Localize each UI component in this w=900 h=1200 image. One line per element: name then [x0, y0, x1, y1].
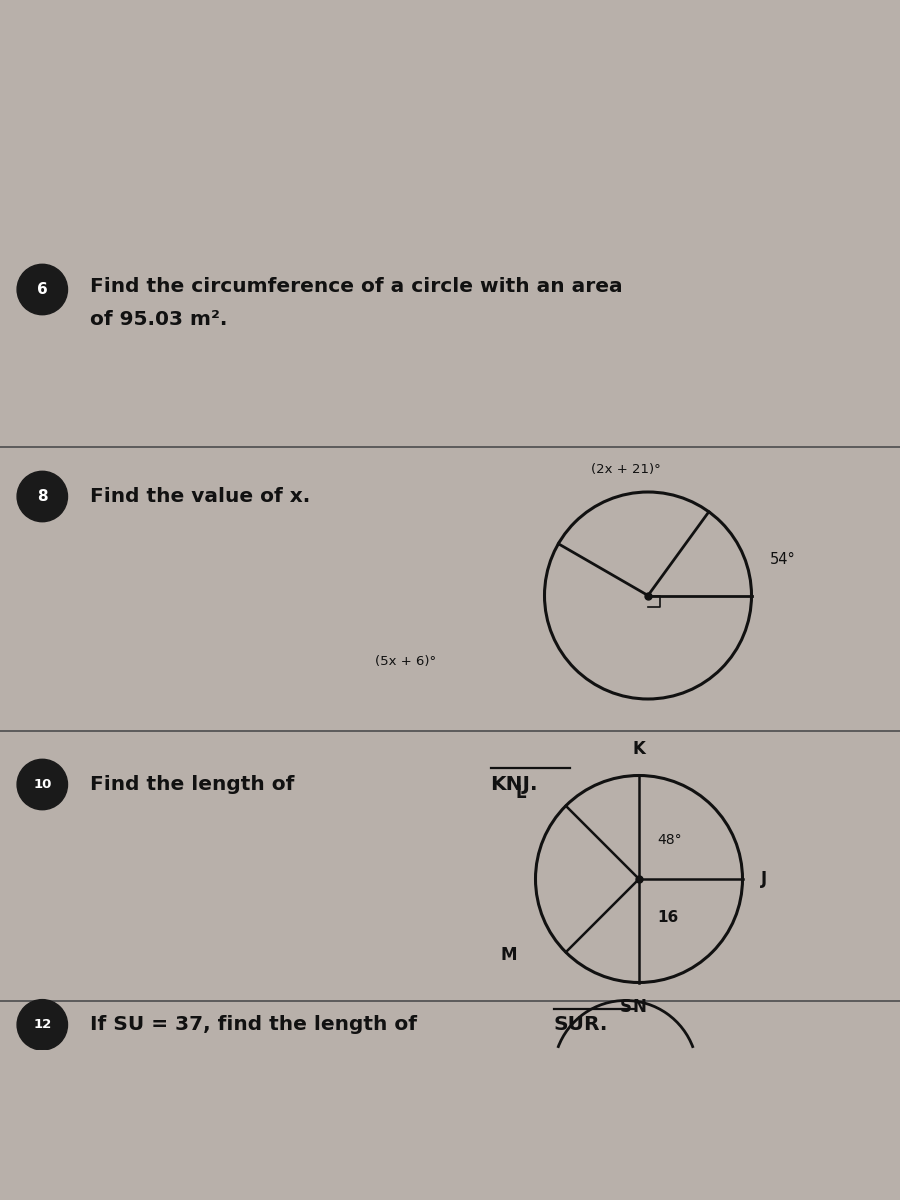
Circle shape: [17, 264, 67, 314]
Circle shape: [17, 472, 67, 522]
Text: M: M: [501, 947, 518, 965]
Text: 12: 12: [33, 1019, 51, 1031]
Circle shape: [17, 1000, 67, 1050]
Text: Find the length of: Find the length of: [90, 775, 302, 794]
Text: SUR.: SUR.: [554, 1015, 608, 1034]
Text: 48°: 48°: [657, 834, 681, 847]
Text: S: S: [619, 998, 632, 1015]
Text: of 95.03 m².: of 95.03 m².: [90, 310, 228, 329]
Text: 6: 6: [37, 282, 48, 296]
Text: (2x + 21)°: (2x + 21)°: [590, 463, 661, 475]
Text: L: L: [516, 785, 526, 803]
Text: 8: 8: [37, 490, 48, 504]
Text: 54°: 54°: [770, 552, 796, 566]
Text: N: N: [632, 998, 646, 1015]
Text: 10: 10: [33, 778, 51, 791]
Text: K: K: [633, 739, 645, 757]
Text: If SU = 37, find the length of: If SU = 37, find the length of: [90, 1015, 424, 1034]
Text: Find the value of x.: Find the value of x.: [90, 487, 310, 506]
Text: J: J: [760, 870, 767, 888]
Text: 16: 16: [657, 911, 679, 925]
Text: (5x + 6)°: (5x + 6)°: [375, 655, 436, 667]
Circle shape: [17, 760, 67, 810]
Text: Find the circumference of a circle with an area: Find the circumference of a circle with …: [90, 277, 623, 296]
Text: KNJ.: KNJ.: [491, 775, 538, 794]
